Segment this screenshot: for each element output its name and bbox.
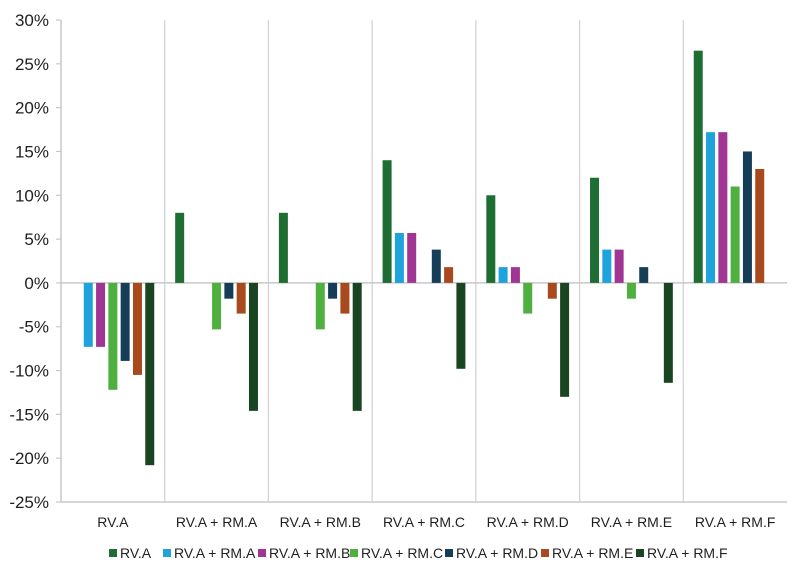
legend-swatch	[636, 549, 644, 557]
y-tick-label: 15%	[15, 142, 49, 161]
y-tick-label: -10%	[9, 362, 49, 381]
legend-label: RV.A + RM.D	[456, 545, 538, 561]
x-tick-label: RV.A + RM.F	[695, 514, 776, 530]
y-tick-label: -15%	[9, 405, 49, 424]
y-tick-label: -5%	[19, 318, 49, 337]
bar	[718, 132, 728, 283]
legend-swatch	[109, 549, 117, 557]
bar	[693, 50, 703, 283]
legend-label: RV.A + RM.F	[647, 545, 728, 561]
bar	[328, 282, 338, 299]
legend-swatch	[350, 549, 358, 557]
bar	[523, 282, 533, 314]
x-tick-label: RV.A + RM.B	[280, 514, 361, 530]
legend-label: RV.A + RM.C	[361, 545, 443, 561]
legend-label: RV.A	[120, 545, 152, 561]
x-tick-label: RV.A + RM.C	[383, 514, 465, 530]
legend-swatch	[258, 549, 266, 557]
bar	[212, 282, 222, 330]
y-tick-label: 25%	[15, 55, 49, 74]
bar	[352, 282, 362, 411]
bar	[498, 267, 508, 283]
bar	[639, 267, 649, 283]
bar	[340, 282, 350, 314]
legend-swatch	[445, 549, 453, 557]
bar	[431, 249, 441, 283]
bar	[132, 282, 142, 375]
bar	[407, 232, 417, 283]
bar	[224, 282, 234, 299]
bar	[120, 282, 130, 361]
bar	[590, 177, 600, 283]
x-tick-label: RV.A + RM.A	[176, 514, 258, 530]
x-tick-label: RV.A + RM.E	[591, 514, 672, 530]
bar	[742, 151, 752, 283]
bar	[755, 168, 765, 283]
bar	[444, 267, 454, 283]
y-tick-label: 30%	[15, 11, 49, 30]
bar	[236, 282, 246, 314]
bar	[315, 282, 325, 330]
y-tick-label: 0%	[24, 274, 49, 293]
bar	[560, 282, 570, 397]
bar	[175, 212, 185, 283]
x-tick-label: RV.A + RM.D	[487, 514, 569, 530]
bar	[626, 282, 636, 299]
bar	[394, 232, 404, 283]
y-tick-label: 20%	[15, 99, 49, 118]
bar	[96, 282, 106, 347]
legend-label: RV.A + RM.B	[269, 545, 350, 561]
bar	[706, 132, 716, 283]
bar	[456, 282, 466, 369]
x-tick-label: RV.A	[97, 514, 129, 530]
bar	[486, 195, 496, 283]
bar	[248, 282, 258, 411]
bar	[108, 282, 118, 390]
y-tick-label: 10%	[15, 186, 49, 205]
legend-swatch	[541, 549, 549, 557]
y-tick-label: -20%	[9, 449, 49, 468]
bar	[145, 282, 155, 466]
bar	[547, 282, 557, 299]
bar	[510, 267, 520, 283]
bar	[602, 249, 612, 283]
bar	[730, 186, 740, 283]
bar	[614, 249, 624, 283]
legend-label: RV.A + RM.E	[552, 545, 633, 561]
bar	[83, 282, 93, 347]
bar	[382, 160, 392, 283]
legend-label: RV.A + RM.A	[174, 545, 256, 561]
y-tick-label: -25%	[9, 493, 49, 512]
bar	[278, 212, 288, 283]
y-tick-label: 5%	[24, 230, 49, 249]
legend-swatch	[163, 549, 171, 557]
bar	[663, 282, 673, 383]
